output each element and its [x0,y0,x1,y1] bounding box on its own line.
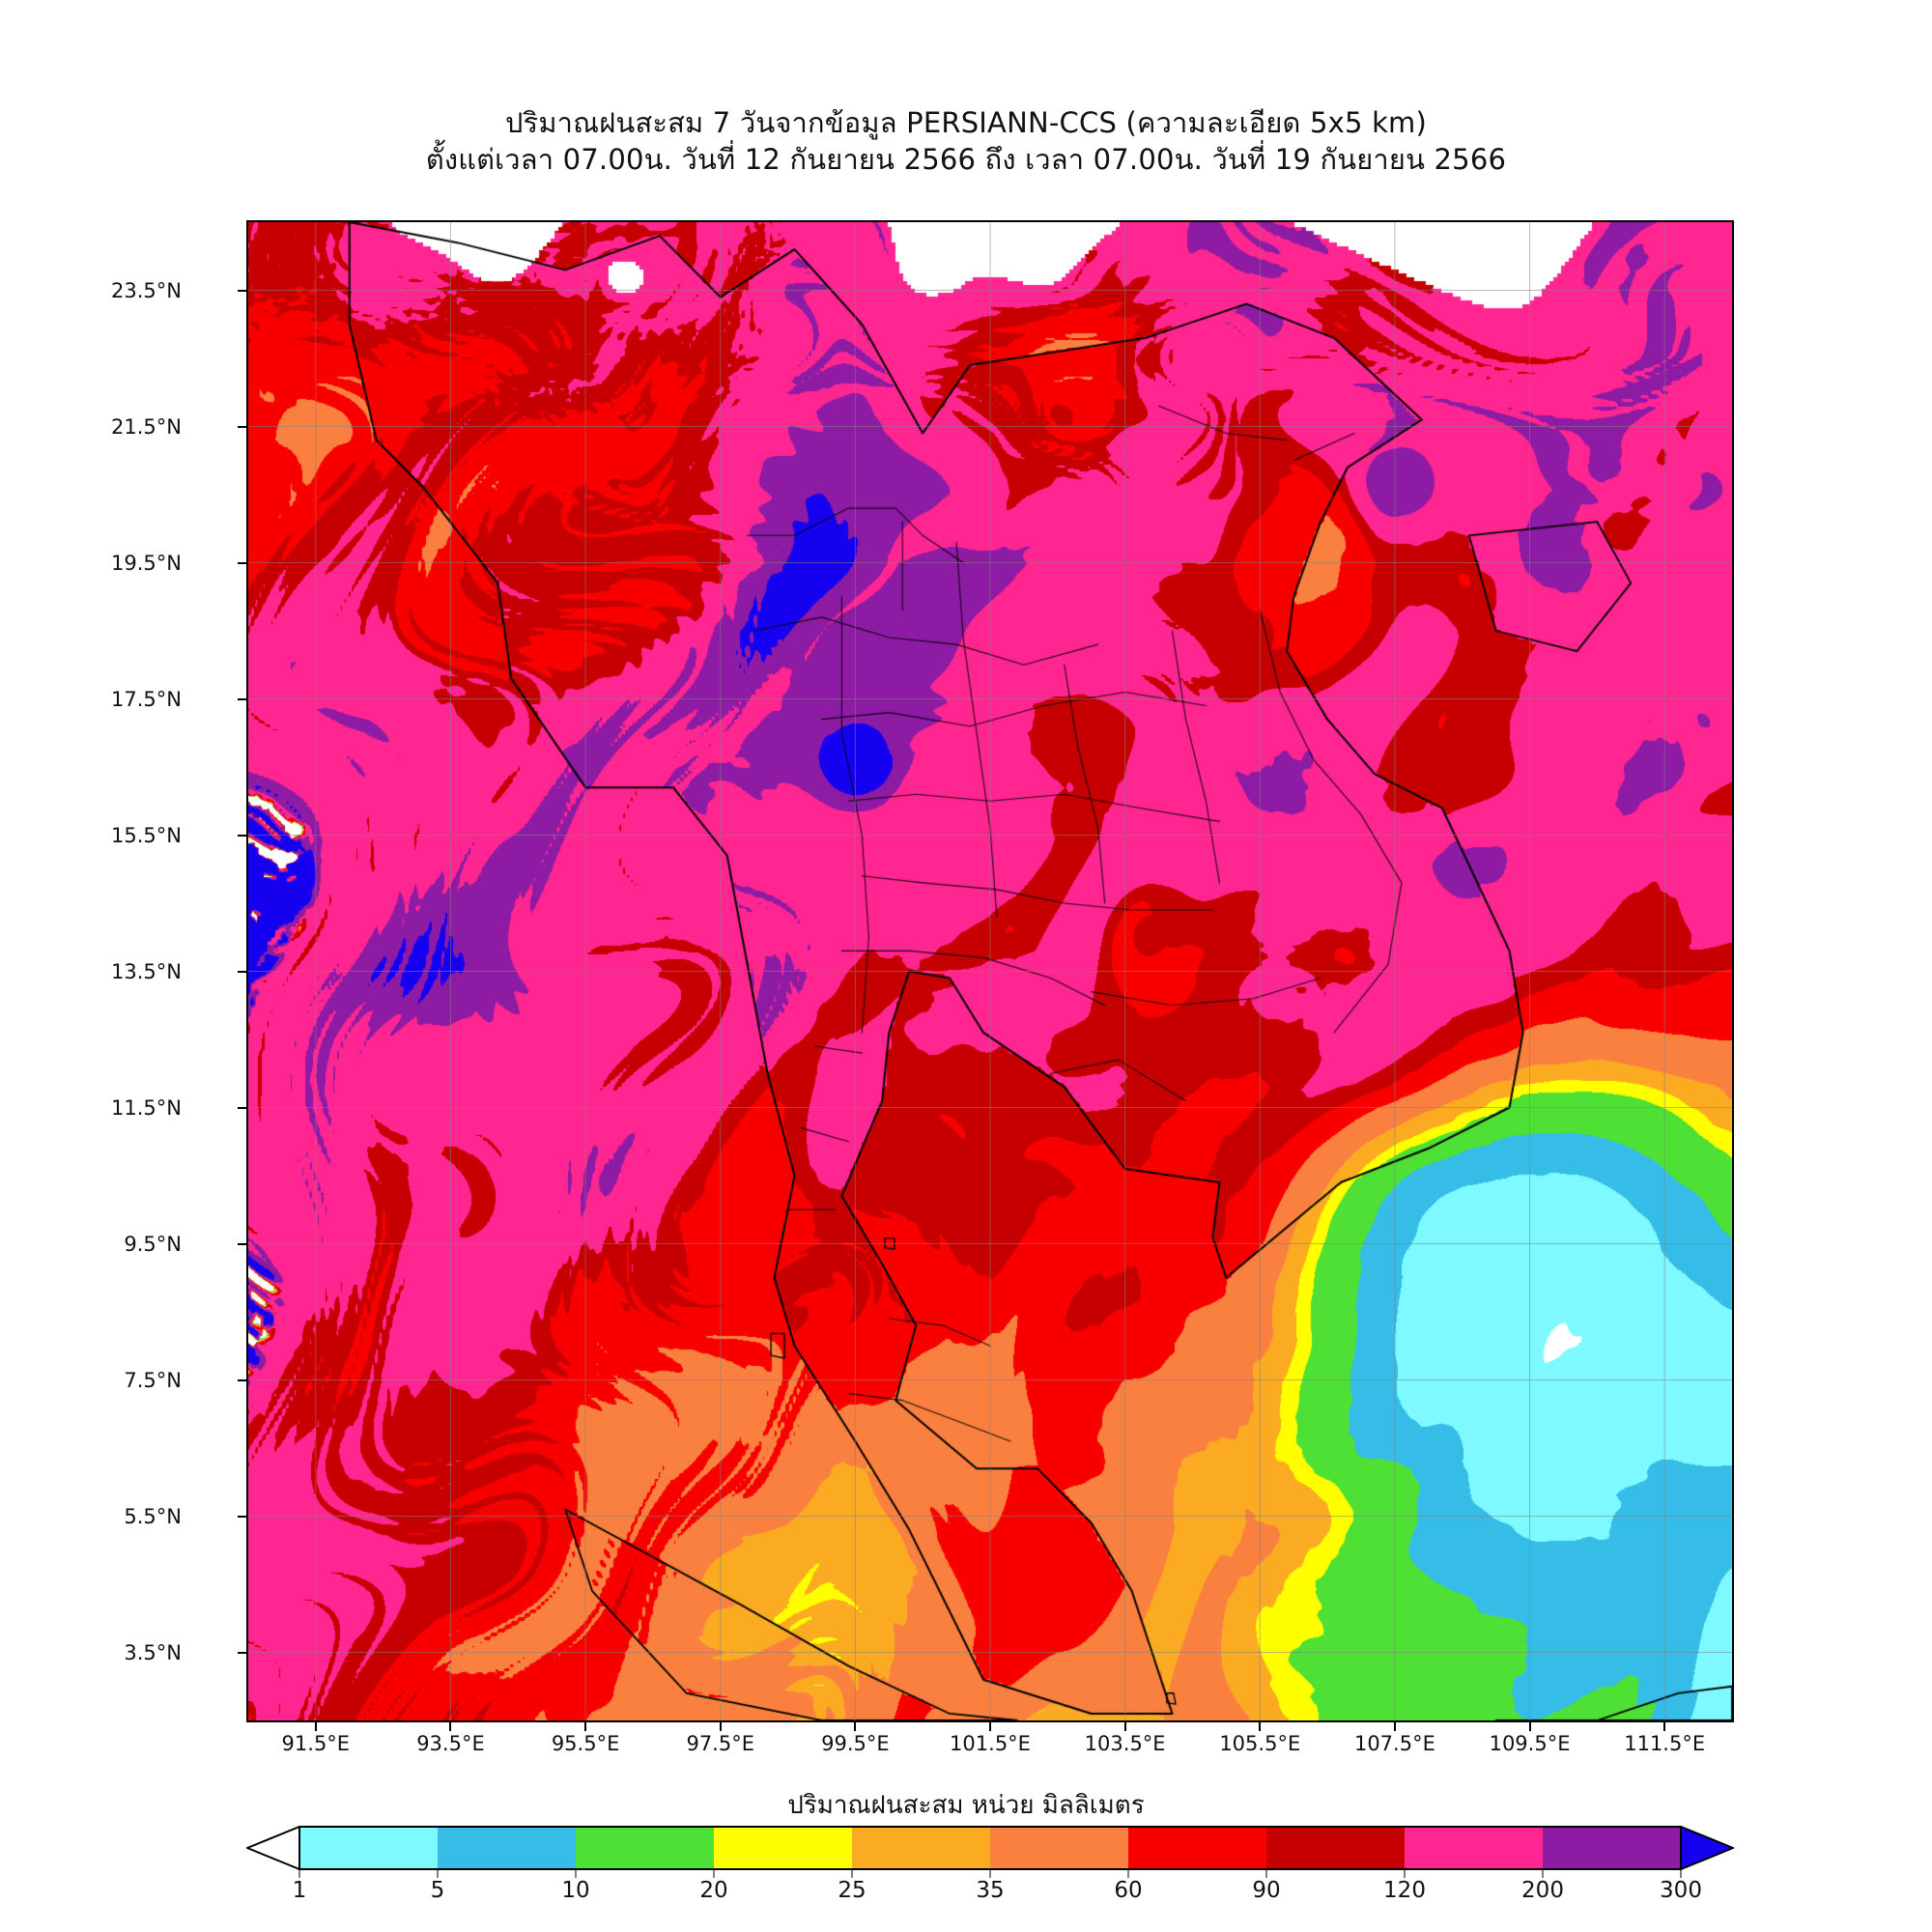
colorbar-tick-mark [1404,1870,1406,1878]
latitude-tick-label: 17.5°N [111,687,182,711]
colorbar-tick-label: 20 [699,1878,728,1903]
colorbar-tick-mark [1265,1870,1267,1878]
longitude-tick-mark [1259,1722,1262,1731]
colorbar-tick-label: 120 [1383,1878,1426,1903]
longitude-tick-mark [314,1722,317,1731]
colorbar-tick-mark [1680,1870,1682,1878]
colorbar-tick-mark [851,1870,853,1878]
colorbar[interactable] [246,1826,1734,1870]
longitude-tick-mark [1528,1722,1531,1731]
latitude-tick-label: 3.5°N [124,1640,182,1664]
chart-title-line2: ตั้งแต่เวลา 07.00น. วันที่ 12 กันยายน 25… [425,143,1507,177]
longitude-tick-label: 97.5°E [686,1732,754,1755]
latitude-tick-label: 15.5°N [111,823,182,847]
longitude-tick-label: 103.5°E [1084,1732,1166,1755]
longitude-tick-label: 99.5°E [821,1732,890,1755]
longitude-tick-label: 105.5°E [1219,1732,1301,1755]
rainfall-map-panel [246,220,1734,1722]
latitude-tick-label: 21.5°N [111,414,182,439]
longitude-tick-label: 95.5°E [551,1732,620,1755]
rainfall-heatmap-canvas [248,222,1732,1720]
latitude-tick-label: 7.5°N [124,1368,182,1392]
longitude-tick-mark [1393,1722,1396,1731]
chart-title-line1: ปริมาณฝนสะสม 7 วันจากข้อมูล PERSIANN-CCS… [504,106,1428,139]
latitude-tick-mark [238,1515,246,1518]
longitude-tick-mark [719,1722,722,1731]
latitude-tick-mark [238,289,246,292]
latitude-tick-mark [238,425,246,428]
longitude-tick-label: 101.5°E [950,1732,1031,1755]
colorbar-tick-mark [1542,1870,1544,1878]
latitude-tick-mark [238,561,246,564]
longitude-tick-mark [584,1722,587,1731]
longitude-tick-label: 107.5°E [1353,1732,1435,1755]
latitude-tick-label: 13.5°N [111,959,182,983]
colorbar-tick-label: 1 [292,1878,307,1903]
colorbar-tick-label: 300 [1660,1878,1702,1903]
colorbar-tick-label: 35 [976,1878,1005,1903]
colorbar-tick-mark [298,1870,300,1878]
latitude-tick-label: 11.5°N [111,1095,182,1120]
latitude-tick-label: 5.5°N [124,1504,182,1528]
colorbar-tick-label: 10 [561,1878,590,1903]
longitude-tick-label: 111.5°E [1624,1732,1706,1755]
colorbar-tick-label: 200 [1521,1878,1564,1903]
latitude-tick-mark [238,834,246,837]
colorbar-tick-mark [989,1870,991,1878]
longitude-tick-mark [1663,1722,1666,1731]
colorbar-title: ปริมาณฝนสะสม หน่วย มิลลิเมตร [787,1791,1145,1820]
colorbar-tick-mark [437,1870,439,1878]
latitude-tick-mark [238,697,246,700]
colorbar-tick-label: 5 [430,1878,445,1903]
chart-title-block: ปริมาณฝนสะสม 7 วันจากข้อมูล PERSIANN-CCS… [0,104,1932,179]
colorbar-tick-mark [1127,1870,1129,1878]
colorbar-tick-label: 90 [1252,1878,1281,1903]
latitude-tick-mark [238,1378,246,1381]
latitude-tick-label: 23.5°N [111,278,182,302]
latitude-tick-mark [238,1651,246,1654]
longitude-tick-mark [854,1722,857,1731]
longitude-tick-mark [989,1722,991,1731]
latitude-tick-label: 9.5°N [124,1232,182,1256]
latitude-tick-mark [238,1106,246,1109]
colorbar-tick-label: 25 [838,1878,867,1903]
colorbar-tick-mark [713,1870,715,1878]
longitude-tick-mark [449,1722,452,1731]
longitude-tick-label: 91.5°E [281,1732,351,1755]
latitude-tick-mark [238,970,246,973]
latitude-tick-label: 19.5°N [111,551,182,575]
longitude-tick-label: 109.5°E [1489,1732,1571,1755]
longitude-tick-label: 93.5°E [416,1732,485,1755]
colorbar-tick-mark [575,1870,577,1878]
colorbar-tick-label: 60 [1114,1878,1143,1903]
latitude-tick-mark [238,1242,246,1245]
longitude-tick-mark [1123,1722,1126,1731]
